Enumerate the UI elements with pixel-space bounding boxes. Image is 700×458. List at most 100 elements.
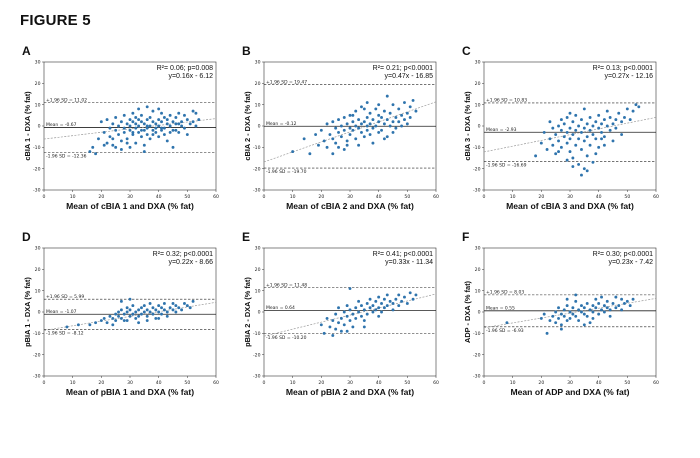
data-point [554, 152, 558, 156]
data-point [151, 128, 155, 132]
y-tick-label: 20 [35, 267, 41, 273]
data-point [119, 148, 123, 151]
data-point [345, 143, 349, 147]
data-point [119, 299, 123, 303]
data-point [174, 128, 178, 132]
data-point [171, 145, 175, 149]
data-point [620, 308, 624, 312]
data-point [614, 118, 618, 122]
data-point [134, 126, 138, 130]
y-tick-label: 10 [255, 288, 261, 294]
data-point [354, 124, 358, 128]
data-point [562, 135, 566, 139]
data-point [554, 310, 558, 314]
data-point [165, 310, 169, 314]
panel-a: A 0 10 20 30 40 50 60 -30 -20 -10 0 10 20 30 +1.96 SD =… [22, 42, 247, 242]
data-point [97, 137, 100, 141]
data-point [183, 126, 186, 130]
data-point [580, 304, 583, 308]
regression-line [484, 117, 656, 153]
data-point [160, 126, 163, 130]
data-point [565, 130, 569, 134]
data-point [322, 331, 326, 335]
data-point [374, 299, 378, 303]
panel-c: C 0 10 20 30 40 50 60 -30 -20 -10 0 10 20 30 +1.96 SD =… [462, 42, 687, 242]
r-squared-text: R²= 0.41; p<0.0001 [373, 251, 433, 258]
data-point [151, 306, 155, 310]
data-point [611, 302, 615, 305]
data-point [119, 308, 123, 312]
data-point [605, 299, 609, 303]
data-point [331, 334, 335, 337]
data-point [128, 314, 132, 318]
data-point [119, 120, 123, 124]
y-tick-label: -30 [33, 188, 41, 194]
x-tick-label: 50 [624, 380, 630, 386]
data-point [611, 139, 615, 143]
x-tick-label: 60 [433, 194, 439, 200]
data-point [142, 304, 146, 308]
data-point [568, 137, 572, 141]
regression-line [44, 118, 216, 140]
data-point [414, 109, 418, 113]
x-axis-title: Mean of pBIA 2 and DXA (% fat) [286, 387, 414, 397]
data-point [151, 133, 155, 136]
y-tick-label: -10 [253, 145, 261, 151]
data-point [331, 120, 335, 124]
data-point [177, 130, 181, 134]
data-point [385, 135, 389, 139]
data-point [405, 111, 409, 115]
data-point [565, 304, 569, 308]
data-point [105, 321, 109, 325]
y-tick-label: 20 [35, 81, 41, 87]
panel-label: D [22, 230, 31, 244]
data-point [391, 130, 395, 134]
data-point [505, 321, 509, 325]
x-tick-label: 10 [510, 380, 516, 386]
data-point [557, 124, 560, 128]
data-point [180, 124, 184, 128]
data-point [357, 143, 361, 147]
data-point [362, 107, 366, 111]
data-point [385, 293, 389, 297]
data-point [568, 316, 572, 320]
data-point [580, 148, 583, 151]
data-point [137, 107, 141, 111]
data-point [594, 120, 598, 124]
data-point [145, 126, 149, 130]
data-point [348, 126, 352, 130]
data-point [131, 130, 135, 134]
plot-frame [483, 61, 657, 191]
data-point [165, 139, 169, 143]
data-point [588, 308, 592, 312]
data-point [125, 141, 129, 145]
regression-equation: y=0.33x - 11.34 [385, 259, 433, 266]
x-tick-label: 60 [433, 380, 439, 386]
data-point [142, 143, 146, 147]
y-tick-label: 10 [255, 102, 261, 108]
data-point [631, 109, 635, 113]
data-point [600, 308, 603, 312]
y-tick-label: -10 [33, 145, 41, 151]
upper-limit-label: +1.96 SD = 11.02 [46, 97, 87, 103]
data-point [171, 302, 175, 305]
data-point [557, 150, 560, 154]
data-point [559, 128, 563, 132]
data-point [591, 310, 595, 314]
data-point [291, 150, 295, 154]
x-tick-label: 20 [98, 380, 104, 386]
data-point [148, 302, 152, 305]
data-point [128, 297, 132, 301]
data-point [357, 310, 361, 314]
data-point [382, 109, 386, 113]
y-tick-label: 20 [255, 267, 261, 273]
data-point [360, 314, 363, 318]
y-tick-label: -20 [33, 166, 41, 172]
data-point [157, 310, 161, 314]
y-tick-label: -30 [33, 374, 41, 380]
data-point [137, 124, 141, 128]
panel-e: E 0 10 20 30 40 50 60 -30 -20 -10 0 10 20 30 +1.96 SD =… [242, 228, 467, 428]
data-point [582, 323, 586, 327]
data-point [137, 314, 141, 318]
data-point [382, 137, 386, 141]
